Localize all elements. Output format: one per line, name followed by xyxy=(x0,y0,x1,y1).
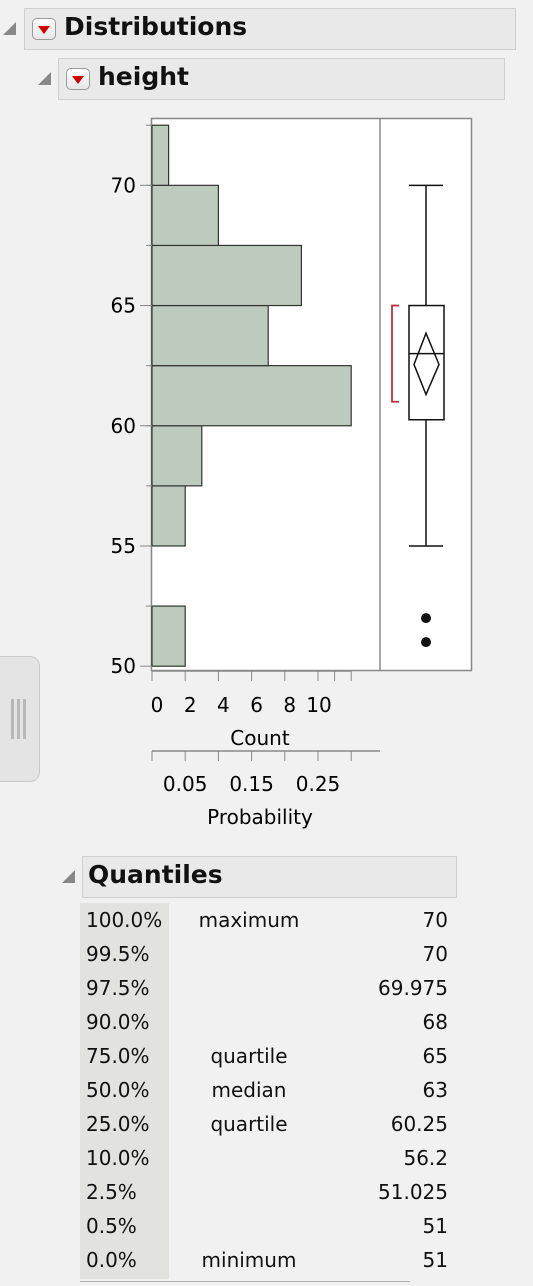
mean-diamond xyxy=(413,331,440,397)
height-title: height xyxy=(98,62,189,91)
count-axis-label: Count xyxy=(230,726,290,750)
count-tick-label: 4 xyxy=(217,693,230,717)
quantile-percent: 10.0% xyxy=(86,1146,150,1170)
side-panel-tab[interactable] xyxy=(0,656,40,782)
y-tick-label: 55 xyxy=(111,534,136,558)
quantile-value: 68 xyxy=(422,1010,448,1034)
probability-tick-label: 0.25 xyxy=(296,772,341,796)
count-tick-label: 2 xyxy=(184,693,197,717)
y-tick-label: 70 xyxy=(111,173,136,197)
outlier-point xyxy=(421,637,431,648)
quantile-percent: 97.5% xyxy=(86,976,150,1000)
quantile-value: 51.025 xyxy=(378,1180,448,1204)
shortest-half-bracket xyxy=(391,304,399,403)
probability-tick-label: 0.15 xyxy=(229,772,274,796)
histogram-bar xyxy=(151,365,352,427)
quantile-value: 51 xyxy=(422,1214,448,1238)
quantiles-bottom-rule xyxy=(80,1281,410,1282)
distributions-disclosure-icon[interactable] xyxy=(3,22,16,35)
quantile-percent: 100.0% xyxy=(86,908,163,932)
distributions-header xyxy=(24,8,516,50)
quantile-value: 56.2 xyxy=(403,1146,448,1170)
outlier-point xyxy=(421,613,431,624)
probability-axis-label: Probability xyxy=(207,805,313,829)
quantile-value: 51 xyxy=(422,1248,448,1272)
histogram-bar xyxy=(151,124,170,186)
quantile-value: 65 xyxy=(422,1044,448,1068)
quantile-percent: 0.5% xyxy=(86,1214,137,1238)
quantile-percent: 90.0% xyxy=(86,1010,150,1034)
quantile-percent: 0.0% xyxy=(86,1248,137,1272)
histogram-bar xyxy=(151,304,269,367)
histogram-bar xyxy=(151,244,302,307)
count-tick-label: 6 xyxy=(250,693,263,717)
quantile-percent: 99.5% xyxy=(86,942,150,966)
height-red-triangle-menu-icon[interactable] xyxy=(66,68,90,90)
grip-line xyxy=(11,699,14,739)
quantile-value: 70 xyxy=(422,942,448,966)
quantiles-disclosure-icon[interactable] xyxy=(62,870,75,883)
quantiles-header xyxy=(82,856,457,898)
quantile-value: 63 xyxy=(422,1078,448,1102)
quantile-value: 69.975 xyxy=(378,976,448,1000)
height-header xyxy=(58,58,505,100)
quantile-percent: 75.0% xyxy=(86,1044,150,1068)
quantile-label: quartile xyxy=(210,1044,288,1068)
y-tick-label: 50 xyxy=(111,654,136,678)
quantile-percent: 25.0% xyxy=(86,1112,150,1136)
distributions-title: Distributions xyxy=(64,12,248,41)
quantile-label: maximum xyxy=(198,908,300,932)
quantile-value: 70 xyxy=(422,908,448,932)
quantile-label: quartile xyxy=(210,1112,288,1136)
y-tick-label: 60 xyxy=(111,414,136,438)
quantile-value: 60.25 xyxy=(390,1112,448,1136)
count-tick-label: 8 xyxy=(283,693,296,717)
quantile-label: median xyxy=(211,1078,287,1102)
histogram-bar xyxy=(151,184,220,247)
histogram-bar xyxy=(151,425,203,487)
quantile-label: minimum xyxy=(201,1248,297,1272)
histogram-bar xyxy=(151,605,186,667)
quantiles-percent-column xyxy=(80,903,169,1279)
quantiles-title: Quantiles xyxy=(88,860,223,889)
count-tick-label: 0 xyxy=(151,693,164,717)
count-tick-label: 10 xyxy=(306,693,331,717)
height-distribution-plot: 50 55 60 65 70 0 2 4 6 8 10 Count 0.05 0.15 0.25 Pr… xyxy=(111,117,473,829)
distributions-red-triangle-menu-icon[interactable] xyxy=(32,18,56,40)
grip-line xyxy=(17,699,20,739)
probability-tick-label: 0.05 xyxy=(163,772,208,796)
quantile-percent: 2.5% xyxy=(86,1180,137,1204)
height-disclosure-icon[interactable] xyxy=(38,72,51,85)
y-tick-label: 65 xyxy=(111,294,136,318)
grip-line xyxy=(23,699,26,739)
histogram-bar xyxy=(151,485,186,547)
quantile-percent: 50.0% xyxy=(86,1078,150,1102)
